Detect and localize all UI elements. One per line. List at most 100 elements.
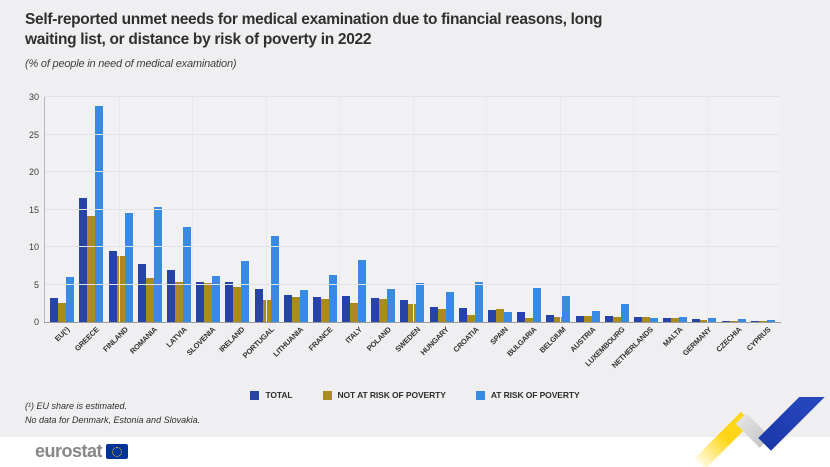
- bar-at-risk-of-poverty-ireland: [241, 261, 250, 322]
- eurostat-logo: eurostat: [35, 441, 129, 462]
- bar-at-risk-of-poverty-malta: [679, 316, 688, 322]
- bar-not-at-risk-of-poverty-luxembourg: [612, 316, 621, 322]
- bar-not-at-risk-of-poverty-finland: [116, 256, 125, 322]
- gridline-x-1: [118, 97, 120, 322]
- bar-group-sweden: SWEDEN: [393, 97, 425, 354]
- bar-at-risk-of-poverty-luxembourg: [620, 304, 629, 322]
- bar-at-risk-of-poverty-poland: [387, 289, 396, 322]
- footnote-no-data: No data for Denmark, Estonia and Slovaki…: [25, 414, 201, 425]
- bar-at-risk-of-poverty-netherlands: [649, 318, 658, 322]
- gridline-x-2: [192, 97, 193, 322]
- x-axis-label-latvia: LATVIA: [164, 325, 189, 350]
- bar-group-france: FRANCE: [307, 97, 337, 353]
- bar-group-luxembourg: LUXEMBOURG: [583, 97, 629, 368]
- bar-not-at-risk-of-poverty-france: [320, 298, 329, 322]
- gridline-x-5: [412, 97, 414, 322]
- bar-group-italy: ITALY: [342, 97, 367, 345]
- gridline-x-9: [706, 97, 708, 322]
- legend-item-total: TOTAL: [250, 390, 293, 400]
- bar-not-at-risk-of-poverty-spain: [496, 308, 504, 322]
- bar-total-greece: [79, 197, 88, 322]
- bar-group-spain: SPAIN: [488, 97, 512, 346]
- x-axis-label-czechia: CZECHIA: [713, 325, 743, 354]
- bar-at-risk-of-poverty-slovenia: [212, 275, 221, 322]
- x-axis-label-italy: ITALY: [343, 325, 364, 346]
- x-axis-label-poland: POLAND: [364, 325, 393, 353]
- x-axis-label-france: FRANCE: [306, 325, 335, 353]
- bar-not-at-risk-of-poverty-netherlands: [641, 316, 650, 322]
- gridline-x-8: [633, 97, 634, 322]
- bar-at-risk-of-poverty-latvia: [182, 226, 191, 322]
- bar-at-risk-of-poverty-bulgaria: [533, 288, 542, 322]
- legend-swatch-total: [250, 390, 260, 400]
- bar-not-at-risk-of-poverty-austria: [583, 316, 592, 322]
- y-tick-label-0: 0: [33, 317, 39, 327]
- bar-not-at-risk-of-poverty-hungary: [437, 309, 446, 322]
- bar-total-latvia: [166, 269, 175, 322]
- x-axis-label-eu-: EU(¹): [53, 325, 72, 344]
- bar-total-croatia: [458, 307, 467, 322]
- bar-group-ireland: IRELAND: [218, 97, 250, 354]
- y-axis-line: [44, 97, 45, 322]
- bar-not-at-risk-of-poverty-czechia: [729, 320, 738, 322]
- gridline-y-30: [45, 96, 780, 97]
- x-axis-label-finland: FINLAND: [101, 325, 130, 354]
- bar-not-at-risk-of-poverty-romania: [145, 277, 154, 322]
- bar-at-risk-of-poverty-austria: [591, 310, 600, 322]
- bar-group-malta: MALTA: [661, 97, 688, 348]
- chart-subtitle: (% of people in need of medical examinat…: [25, 58, 237, 70]
- x-axis-label-hungary: HUNGARY: [418, 325, 451, 357]
- x-axis-label-malta: MALTA: [661, 325, 685, 349]
- bar-group-greece: GREECE: [73, 97, 104, 353]
- bar-total-romania: [137, 263, 146, 322]
- bar-total-slovenia: [196, 281, 205, 322]
- zigzag-blue-segment: [758, 397, 830, 451]
- x-axis-label-ireland: IRELAND: [217, 325, 247, 354]
- bar-group-slovenia: SLOVENIA: [185, 97, 221, 357]
- bar-not-at-risk-of-poverty-cyprus: [758, 321, 767, 322]
- bar-group-czechia: CZECHIA: [714, 97, 746, 354]
- legend-label-total: TOTAL: [265, 390, 293, 400]
- bar-not-at-risk-of-poverty-slovenia: [204, 283, 213, 322]
- chart-title: Self-reported unmet needs for medical ex…: [25, 11, 603, 48]
- bar-group-belgium: BELGIUM: [538, 97, 571, 355]
- bar-total-hungary: [429, 307, 438, 322]
- bar-at-risk-of-poverty-croatia: [474, 282, 483, 322]
- bar-at-risk-of-poverty-germany: [708, 318, 717, 322]
- y-tick-label-20: 20: [28, 167, 39, 177]
- gridline-x-4: [339, 97, 340, 322]
- bar-total-sweden: [400, 300, 409, 322]
- bar-at-risk-of-poverty-france: [328, 274, 337, 322]
- bar-total-spain: [488, 310, 496, 322]
- x-axis-label-croatia: CROATIA: [451, 325, 481, 355]
- x-axis-label-germany: GERMANY: [681, 325, 714, 358]
- bar-not-at-risk-of-poverty-eu-: [58, 302, 67, 322]
- bar-at-risk-of-poverty-spain: [504, 311, 512, 322]
- bar-at-risk-of-poverty-hungary: [445, 292, 454, 322]
- bar-group-netherlands: NETHERLANDS: [610, 97, 658, 370]
- bar-not-at-risk-of-poverty-lithuania: [291, 296, 300, 322]
- legend-item-at-risk-of-poverty: AT RISK OF POVERTY: [475, 390, 580, 400]
- x-axis-label-slovenia: SLOVENIA: [185, 325, 218, 358]
- bar-not-at-risk-of-poverty-sweden: [408, 304, 417, 322]
- footnotes: (¹) EU share is estimated. No data for D…: [25, 400, 200, 427]
- bar-total-lithuania: [283, 295, 292, 322]
- bar-not-at-risk-of-poverty-bulgaria: [525, 318, 534, 322]
- bar-total-france: [312, 296, 321, 322]
- bar-total-belgium: [546, 315, 555, 322]
- x-axis-label-bulgaria: BULGARIA: [505, 325, 539, 359]
- bar-not-at-risk-of-poverty-ireland: [233, 286, 242, 322]
- bar-group-romania: ROMANIA: [128, 97, 162, 356]
- bar-total-czechia: [721, 320, 730, 322]
- bottom-band: [0, 437, 830, 467]
- bar-total-bulgaria: [517, 312, 526, 322]
- x-axis-label-romania: ROMANIA: [128, 325, 160, 356]
- legend-label-not-at-risk-of-poverty: NOT AT RISK OF POVERTY: [337, 390, 446, 400]
- bar-at-risk-of-poverty-greece: [95, 106, 104, 322]
- gridline-x-3: [265, 97, 267, 322]
- footnote-eu-estimated: (¹) EU share is estimated.: [25, 401, 128, 411]
- y-tick-label-5: 5: [33, 279, 39, 290]
- bar-group-croatia: CROATIA: [451, 97, 483, 354]
- bar-at-risk-of-poverty-romania: [153, 206, 162, 322]
- y-tick-label-25: 25: [28, 129, 39, 140]
